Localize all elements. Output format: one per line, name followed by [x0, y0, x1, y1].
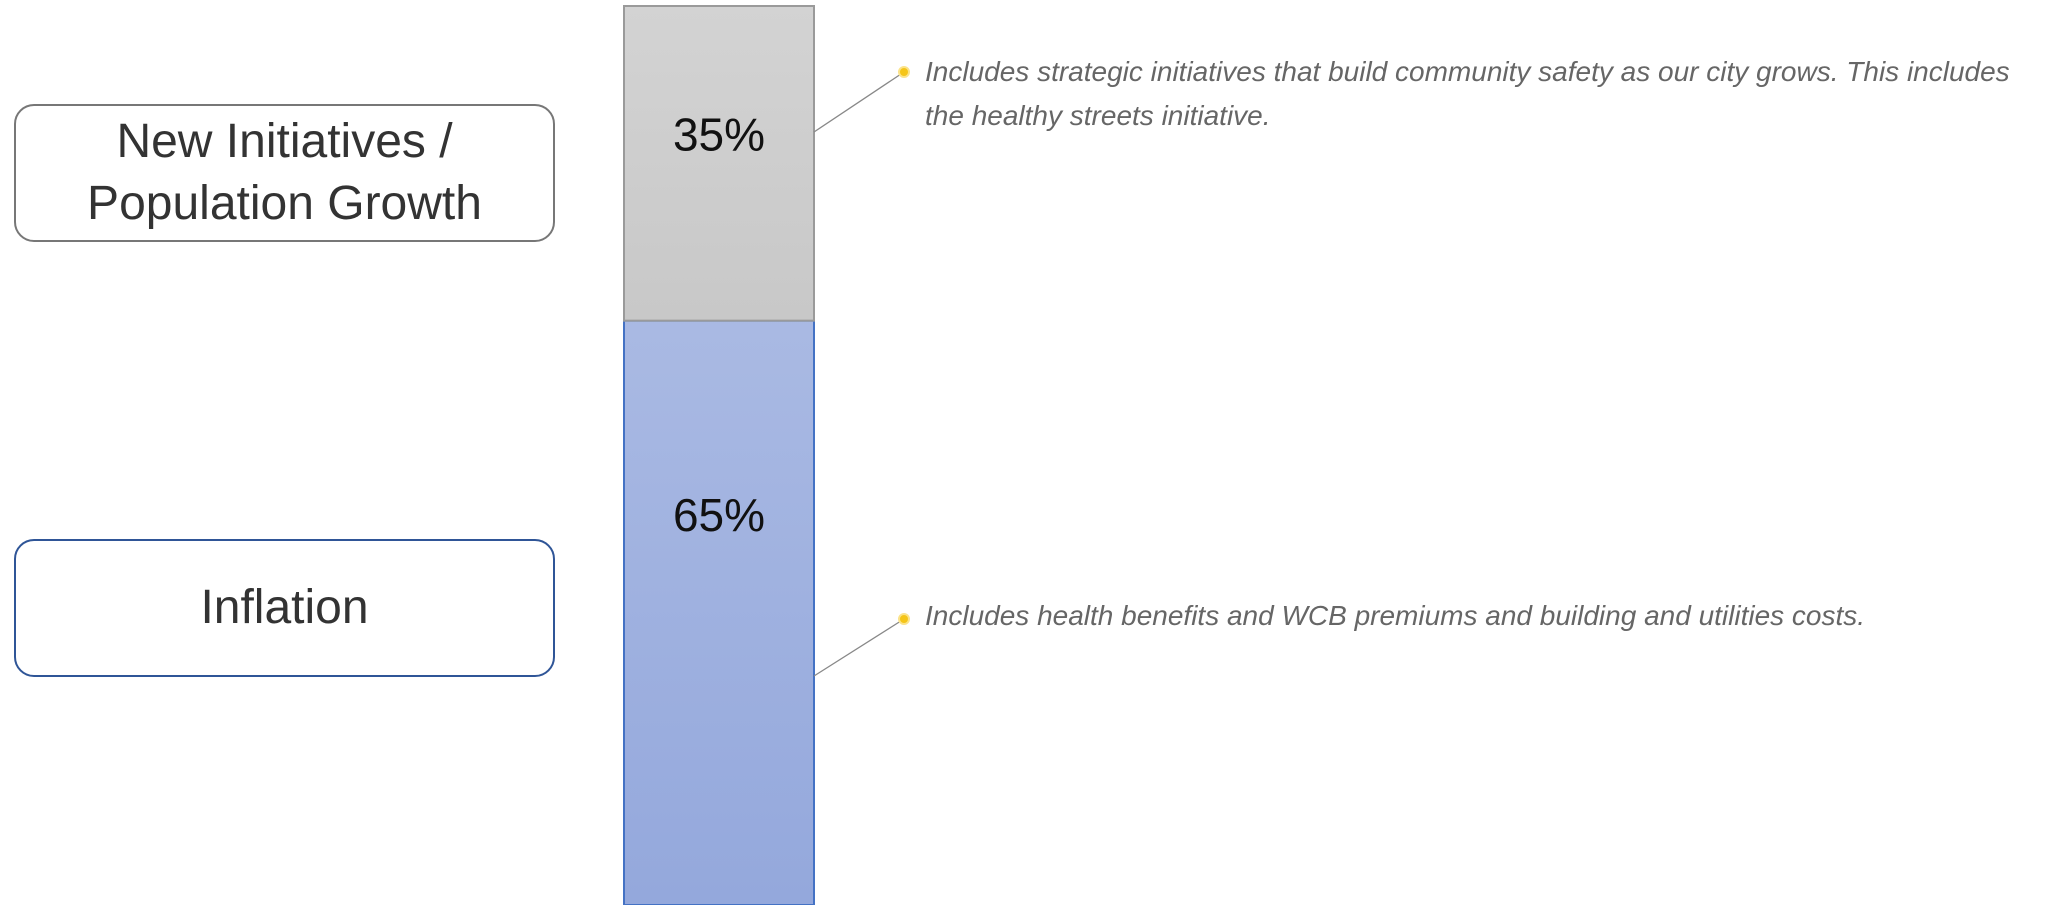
- bar-segment: [623, 5, 815, 322]
- leader-line: [813, 618, 905, 677]
- legend-box: New Initiatives / Population Growth: [14, 104, 555, 242]
- bar-segment: [623, 319, 815, 905]
- bullet: [898, 66, 910, 78]
- bullet: [898, 613, 910, 625]
- annotation: Includes health benefits and WCB premium…: [925, 600, 1866, 631]
- legend-box: Inflation: [14, 539, 555, 677]
- annotation: Includes strategic initiatives that buil…: [925, 56, 2010, 131]
- data-label: 65%: [673, 489, 765, 541]
- leader-line: [813, 71, 905, 133]
- data-label: 35%: [673, 108, 765, 160]
